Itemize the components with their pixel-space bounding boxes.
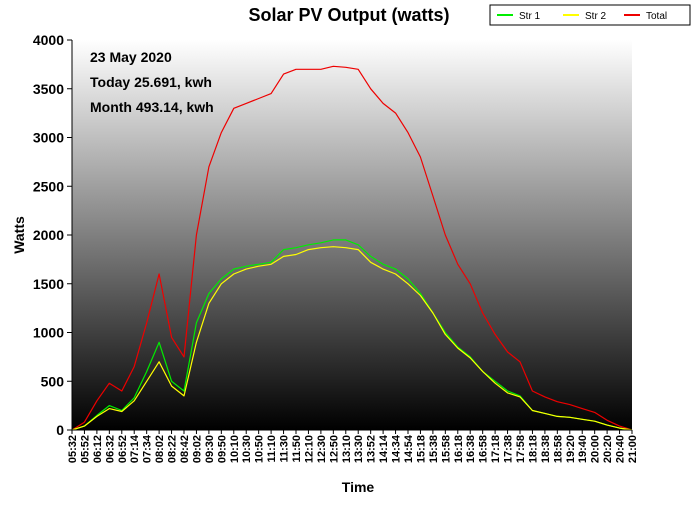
x-tick-label: 16:18 (453, 435, 465, 463)
x-tick-label: 05:32 (67, 435, 79, 463)
x-tick-label: 17:38 (503, 435, 515, 463)
x-tick-label: 16:58 (478, 435, 490, 463)
x-tick-label: 10:30 (241, 435, 253, 463)
legend-label: Str 2 (585, 11, 607, 22)
y-tick-label: 2500 (33, 178, 64, 194)
annotation-date: 23 May 2020 (90, 49, 172, 65)
x-axis-label: Time (342, 479, 375, 495)
x-tick-label: 15:58 (440, 435, 452, 463)
legend: Str 1 Str 2 Total (489, 4, 691, 26)
x-tick-label: 11:10 (266, 435, 278, 463)
x-tick-label: 08:02 (154, 435, 166, 463)
y-tick-label: 500 (41, 373, 65, 389)
legend-box (489, 4, 691, 26)
x-tick-label: 20:40 (615, 435, 627, 463)
x-tick-label: 14:14 (378, 434, 390, 463)
x-tick-label: 19:40 (577, 435, 589, 463)
x-tick-label: 06:12 (92, 435, 104, 463)
x-tick-label: 13:30 (353, 435, 365, 463)
x-tick-label: 11:50 (291, 435, 303, 463)
x-tick-label: 08:42 (179, 435, 191, 463)
series-line-str-2 (71, 246, 633, 431)
x-tick-label: 09:30 (204, 435, 216, 463)
series-line-total (71, 65, 633, 431)
x-tick-label: 10:50 (254, 435, 266, 463)
y-tick-label: 2000 (33, 227, 64, 243)
annotation-month-energy: Month 493.14, kwh (90, 99, 214, 115)
x-tick-label: 10:10 (229, 435, 241, 463)
x-tick-label: 12:10 (303, 435, 315, 463)
x-tick-label: 11:30 (279, 435, 291, 463)
y-tick-label: 3500 (33, 81, 64, 97)
x-tick-label: 20:00 (590, 435, 602, 463)
x-tick-label: 18:58 (552, 435, 564, 463)
x-tick-label: 14:34 (391, 434, 403, 463)
y-axis-ticks: 0 500 1000 1500 2000 2500 3000 3500 4000 (33, 32, 72, 438)
y-tick-label: 0 (56, 422, 64, 438)
x-tick-label: 13:10 (341, 435, 353, 463)
y-tick-label: 3000 (33, 130, 64, 146)
x-tick-label: 07:34 (142, 434, 154, 463)
x-tick-label: 17:18 (490, 435, 502, 463)
legend-items: Str 1 Str 2 Total (497, 11, 667, 22)
x-tick-label: 12:50 (328, 435, 340, 463)
x-tick-label: 13:52 (366, 435, 378, 463)
x-tick-label: 18:18 (527, 435, 539, 463)
x-tick-label: 08:22 (167, 435, 179, 463)
x-tick-label: 07:14 (129, 434, 141, 463)
x-axis-ticks: 05:32 05:52 06:12 06:32 06:52 07:14 07:34 08:02… (67, 430, 639, 463)
x-tick-label: 20:20 (602, 435, 614, 463)
legend-label: Total (646, 11, 667, 22)
y-axis-label: Watts (11, 216, 27, 254)
plot-area (72, 40, 632, 430)
x-tick-label: 17:58 (515, 435, 527, 463)
x-tick-label: 15:18 (415, 435, 427, 463)
y-tick-label: 1500 (33, 276, 64, 292)
y-tick-label: 4000 (33, 32, 64, 48)
y-tick-label: 1000 (33, 325, 64, 341)
annotations: 23 May 2020 Today 25.691, kwh Month 493.… (90, 49, 214, 115)
x-tick-label: 12:30 (316, 435, 328, 463)
x-tick-label: 14:54 (403, 434, 415, 463)
legend-label: Str 1 (519, 11, 541, 22)
x-tick-label: 06:52 (117, 435, 129, 463)
x-tick-label: 18:38 (540, 435, 552, 463)
chart-title: Solar PV Output (watts) (248, 5, 449, 25)
x-tick-label: 19:20 (565, 435, 577, 463)
x-tick-label: 16:38 (465, 435, 477, 463)
x-tick-label: 09:02 (191, 435, 203, 463)
x-tick-label: 15:38 (428, 435, 440, 463)
series-lines (71, 65, 633, 431)
x-tick-label: 06:32 (104, 435, 116, 463)
x-tick-label: 09:50 (216, 435, 228, 463)
x-tick-label: 05:52 (79, 435, 91, 463)
annotation-today-energy: Today 25.691, kwh (90, 74, 212, 90)
x-tick-label: 21:00 (627, 435, 639, 463)
